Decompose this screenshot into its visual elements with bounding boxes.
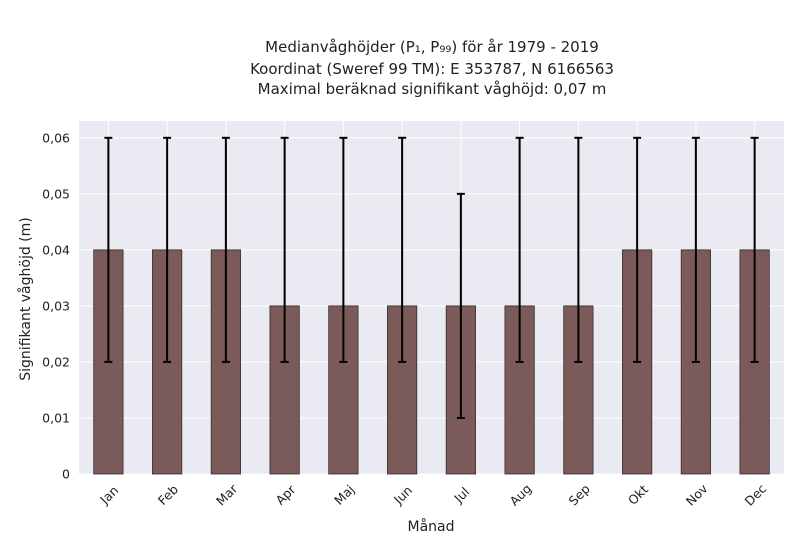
error-bar-feb — [163, 136, 172, 363]
error-bar-sep — [574, 136, 583, 363]
chart-title-line-2: Koordinat (Sweref 99 TM): E 353787, N 61… — [250, 60, 614, 78]
y-axis-label: Signifikant våghöjd (m) — [17, 217, 34, 380]
chart-title-line-1: Medianvåghöjder (P₁, P₉₉) för år 1979 - … — [265, 38, 599, 56]
error-bar-nov — [691, 136, 700, 363]
x-axis-ticks: Jan Feb Mar Apr Maj Jun Jul Aug Sep Okt Nov Dec — [96, 480, 769, 508]
x-tick-label: Jul — [450, 484, 472, 506]
x-tick-label: Dec — [742, 481, 770, 509]
x-tick-label: Mar — [213, 481, 241, 509]
plot-area — [79, 121, 784, 474]
x-tick-label: Okt — [625, 482, 651, 508]
chart-title-line-3: Maximal beräknad signifikant våghöjd: 0,… — [258, 80, 607, 98]
error-bar-apr — [280, 136, 289, 363]
x-tick-label: Sep — [566, 481, 593, 508]
error-bars — [104, 136, 759, 419]
y-tick-label: 0,04 — [42, 242, 70, 257]
y-tick-label: 0 — [62, 467, 70, 482]
error-bar-aug — [515, 136, 524, 363]
x-tick-label: Aug — [507, 481, 535, 509]
error-bar-jun — [398, 136, 407, 363]
y-tick-label: 0,05 — [42, 186, 70, 201]
error-bar-maj — [339, 136, 348, 363]
x-tick-label: Jan — [96, 483, 121, 508]
error-bar-dec — [750, 136, 759, 363]
y-tick-label: 0,02 — [42, 354, 70, 369]
x-tick-label: Jun — [390, 483, 415, 508]
y-tick-label: 0,01 — [42, 410, 70, 425]
x-tick-label: Apr — [272, 481, 299, 508]
error-bar-jan — [104, 136, 113, 363]
x-tick-label: Feb — [155, 482, 181, 508]
y-tick-label: 0,03 — [42, 298, 70, 313]
x-axis-label: Månad — [408, 518, 455, 535]
y-tick-label: 0,06 — [42, 130, 70, 145]
error-bar-okt — [633, 136, 642, 363]
y-axis-ticks: 0 0,01 0,02 0,03 0,04 0,05 0,06 — [42, 130, 70, 481]
error-bar-mar — [221, 136, 230, 363]
x-tick-label: Nov — [683, 480, 711, 508]
x-tick-label: Maj — [331, 482, 357, 508]
error-bar-jul — [456, 192, 465, 419]
